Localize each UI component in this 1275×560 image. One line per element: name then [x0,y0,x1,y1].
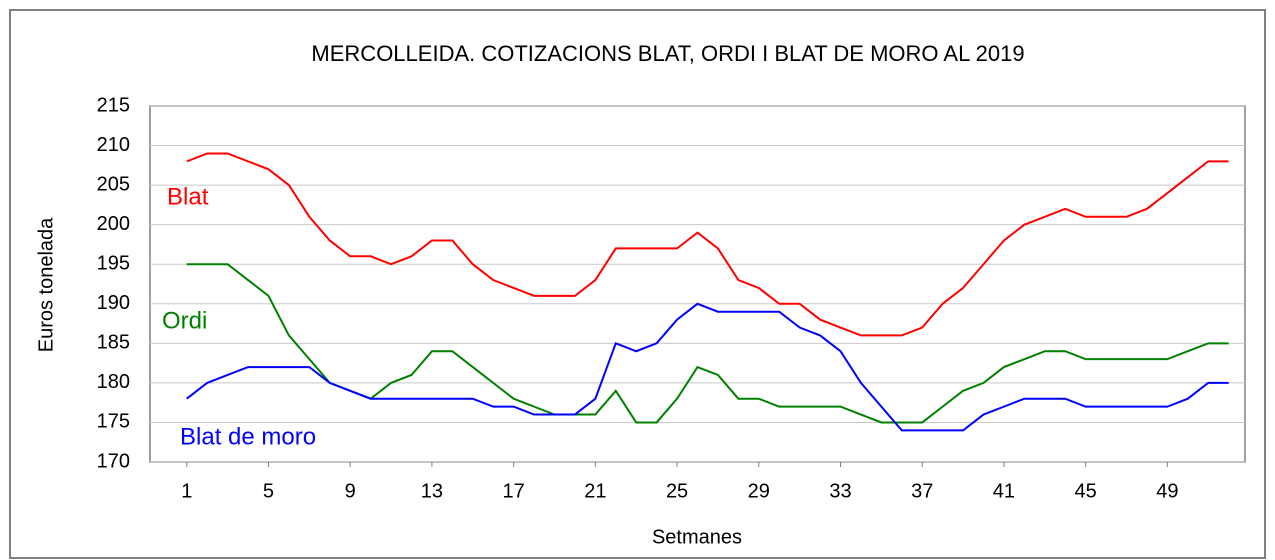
x-tick-label: 45 [1075,480,1097,502]
series-line [186,152,1229,337]
series-label: Blat [167,183,209,210]
x-tick-label: 1 [181,480,192,502]
y-tick-label: 195 [97,253,130,275]
chart-title: MERCOLLEIDA. COTIZACIONS BLAT, ORDI I BL… [311,41,1024,66]
series-label: Blat de moro [180,423,316,450]
x-tick-label: 49 [1156,480,1178,502]
y-tick-label: 170 [97,450,130,472]
y-tick-label: 215 [97,94,130,116]
x-tick-label: 41 [993,480,1015,502]
x-tick-label: 13 [421,480,443,502]
y-tick-label: 185 [97,332,130,354]
y-tick-label: 190 [97,292,130,314]
x-tick-label: 33 [829,480,851,502]
y-tick-label: 175 [97,411,130,433]
x-tick-label: 29 [748,480,770,502]
series-line [186,302,1229,432]
x-tick-label: 37 [911,480,933,502]
plot-area [149,105,1246,463]
x-tick-label: 9 [345,480,356,502]
x-axis-label: Setmanes [652,526,742,548]
x-tick-label: 5 [263,480,274,502]
x-tick-label: 21 [584,480,606,502]
y-tick-label: 210 [97,134,130,156]
series-label: Ordi [162,307,207,334]
y-tick-label: 205 [97,173,130,195]
x-tick-label: 17 [503,480,525,502]
x-tick-label: 25 [666,480,688,502]
y-tick-label: 180 [97,371,130,393]
y-tick-label: 200 [97,213,130,235]
y-axis-label: Euros tonelada [35,217,57,352]
